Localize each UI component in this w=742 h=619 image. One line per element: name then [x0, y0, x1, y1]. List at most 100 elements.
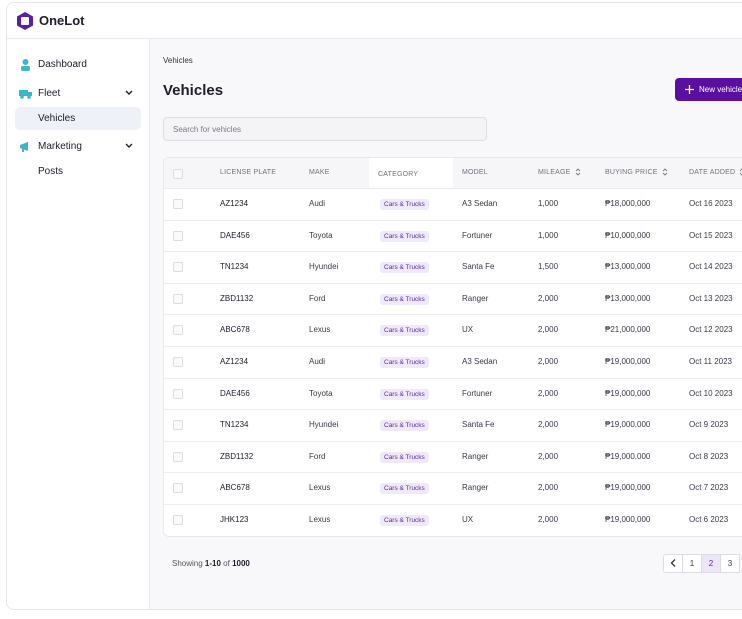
cell: A3 Sedan — [462, 199, 498, 208]
showing-total: 1000 — [232, 559, 250, 568]
cell: Oct 7 2023 — [689, 483, 729, 493]
column-header: CATEGORY — [378, 171, 419, 178]
cell: 2,000 — [538, 325, 559, 335]
cell: Hyundei — [309, 262, 339, 272]
prev-page[interactable] — [663, 554, 683, 573]
table-row[interactable]: AZ1234 Audi Cars & Trucks A3 Sedan 1,000 ₱18,… — [164, 188, 742, 221]
row-checkbox[interactable] — [173, 357, 183, 367]
table-row[interactable]: ABC678 Lexus Cars & Trucks UX 2,000 ₱21,000,0… — [164, 314, 742, 347]
showing-text: Showing 1-10 of 1000 — [172, 559, 250, 568]
sort-icon[interactable] — [575, 168, 581, 176]
nav-item[interactable]: Fleet — [15, 82, 141, 105]
category-chip: Cars & Trucks — [380, 325, 429, 337]
column-header[interactable]: DATE ADDED — [689, 158, 742, 188]
row-checkbox[interactable] — [173, 420, 183, 431]
cell: Santa Fe — [462, 262, 495, 272]
category-chip: Cars & Trucks — [380, 388, 429, 400]
cell: Toyota — [309, 388, 333, 398]
cell: Oct 8 2023 — [689, 451, 729, 461]
table-row[interactable]: JHK123 Lexus Cars & Trucks UX 2,000 ₱19,000,0… — [164, 504, 742, 536]
cell: Oct 6 2023 — [689, 515, 729, 524]
cell: 2,000 — [538, 420, 559, 430]
table-row[interactable]: ZBD1132 Ford Cars & Trucks Ranger 2,000 ₱13,0… — [164, 283, 742, 316]
page-button[interactable]: 3 — [720, 554, 740, 573]
cell: Oct 11 2023 — [689, 357, 732, 366]
row-checkbox[interactable] — [173, 293, 183, 304]
cell: Ford — [309, 293, 326, 303]
cell: 2,000 — [538, 388, 559, 398]
nav-item[interactable]: Posts — [15, 160, 141, 183]
nav-item[interactable]: Dashboard — [15, 53, 141, 76]
table-row[interactable]: AZ1234 Audi Cars & Trucks A3 Sedan 2,000 ₱19,… — [164, 346, 742, 379]
nav-label: Dashboard — [38, 59, 87, 70]
row-checkbox[interactable] — [173, 230, 183, 241]
cell: 1,000 — [538, 230, 559, 240]
row-checkbox[interactable] — [173, 388, 183, 399]
row-checkbox[interactable] — [173, 515, 183, 525]
nav-item[interactable]: Marketing — [15, 135, 141, 158]
category-chip: Cars & Trucks — [380, 451, 429, 463]
column-header[interactable]: BUYING PRICE — [605, 158, 668, 188]
row-checkbox[interactable] — [173, 199, 183, 209]
table-row[interactable]: DAE456 Toyota Cars & Trucks Fortuner 1,000 ₱1… — [164, 220, 742, 253]
table-row[interactable]: ABC678 Lexus Cars & Trucks Ranger 2,000 ₱19,0… — [164, 472, 742, 505]
table-row[interactable]: DAE456 Toyota Cars & Trucks Fortuner 2,000 ₱1… — [164, 378, 742, 411]
cell: UX — [462, 515, 474, 524]
table-row[interactable]: TN1234 Hyundei Cars & Trucks Santa Fe 2,000 ₱… — [164, 409, 742, 442]
cell: 2,000 — [538, 293, 559, 303]
category-chip: Cars & Trucks — [380, 483, 429, 495]
cell: Fortuner — [462, 230, 493, 240]
cell: 1,500 — [538, 262, 559, 272]
cell: Lexus — [309, 483, 331, 493]
cell: UX — [462, 325, 474, 335]
chevron — [125, 90, 133, 95]
cell: Oct 12 2023 — [689, 325, 733, 335]
header-checkbox[interactable] — [173, 169, 183, 179]
cell: 2,000 — [538, 483, 559, 493]
cell: Ranger — [462, 483, 489, 493]
vehicles-table: LICENSE PLATE MAKE CATEGORY MODEL MILEAGE BUY… — [163, 157, 742, 537]
cell: Oct 14 2023 — [689, 262, 733, 272]
row-checkbox[interactable] — [173, 325, 183, 336]
table-row[interactable]: ZBD1132 Ford Cars & Trucks Ranger 2,000 ₱19,0… — [164, 441, 742, 474]
search-input[interactable]: Search for vehicles — [163, 117, 487, 141]
row-checkbox[interactable] — [173, 451, 183, 462]
cell: Ranger — [462, 293, 489, 303]
new-button[interactable]: New vehicle — [675, 78, 742, 101]
cell: ₱19,000,000 — [605, 357, 651, 366]
icon — [19, 90, 32, 99]
cell: ₱19,000,000 — [605, 420, 651, 430]
top-bar: OneLot — [7, 3, 742, 39]
nav-label: Fleet — [38, 88, 61, 99]
icon — [20, 142, 28, 152]
row-checkbox[interactable] — [173, 262, 183, 273]
category-chip: Cars & Trucks — [380, 199, 429, 210]
table-row[interactable]: TN1234 Hyundei Cars & Trucks Santa Fe 1,500 ₱… — [164, 251, 742, 284]
cell: JHK123 — [220, 515, 249, 524]
brand: OneLot — [39, 13, 85, 28]
cell: Oct 13 2023 — [689, 293, 733, 303]
nav-item[interactable]: Vehicles — [15, 107, 141, 130]
cell: Toyota — [309, 230, 333, 240]
cell: ₱18,000,000 — [605, 199, 651, 208]
category-chip: Cars & Trucks — [380, 262, 429, 274]
sort-icon[interactable] — [739, 168, 742, 176]
page-button[interactable]: 2 — [701, 554, 721, 573]
table-header — [164, 158, 742, 189]
chevron — [125, 143, 133, 148]
nav-label: Marketing — [38, 141, 82, 152]
cell: ₱13,000,000 — [605, 293, 651, 303]
cell: ZBD1132 — [220, 451, 254, 461]
column-header: MODEL — [462, 169, 488, 176]
icon — [21, 59, 30, 71]
nav-label: Posts — [38, 166, 64, 177]
sort-icon[interactable] — [662, 168, 668, 176]
page-button[interactable]: 1 — [682, 554, 702, 573]
breadcrumb[interactable]: Vehicles — [163, 56, 193, 65]
icon — [670, 559, 676, 567]
row-checkbox[interactable] — [173, 483, 183, 494]
cell: ₱21,000,000 — [605, 325, 651, 335]
cell: Hyundei — [309, 420, 339, 430]
column-header[interactable]: MILEAGE — [538, 158, 581, 188]
